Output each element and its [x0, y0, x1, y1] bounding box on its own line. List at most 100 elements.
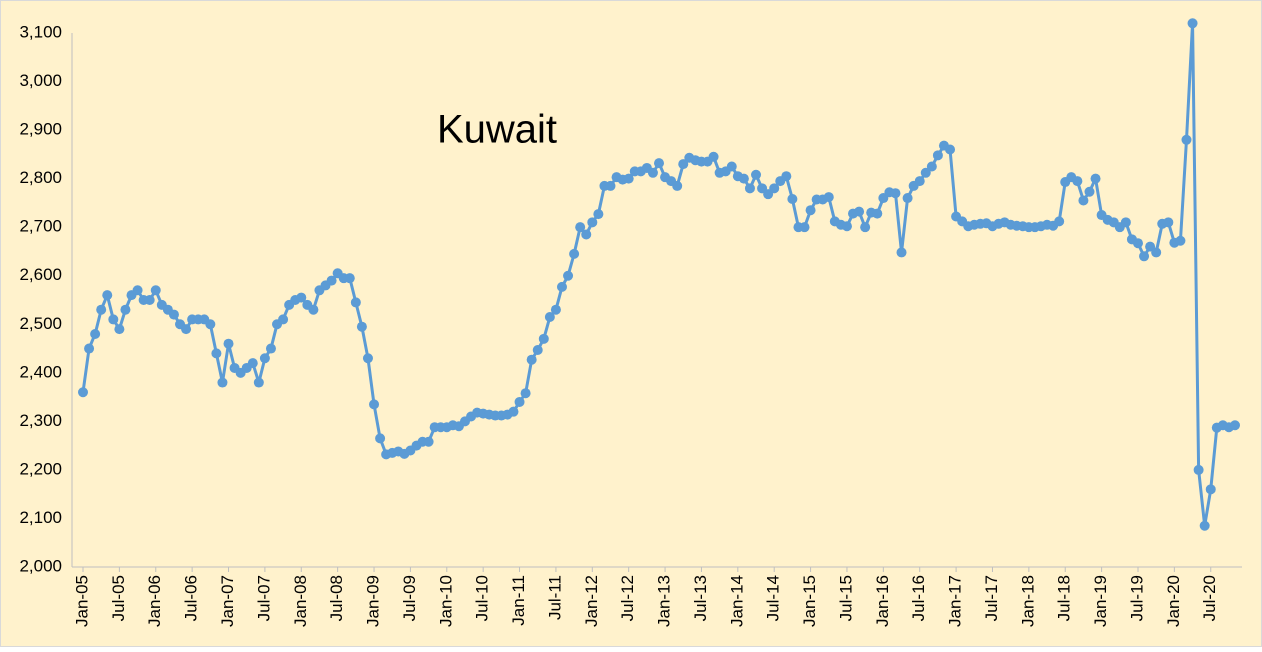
- data-point: [1078, 195, 1089, 206]
- data-point: [654, 158, 664, 169]
- x-tick-label: Jul-10: [473, 575, 492, 621]
- data-point: [108, 314, 119, 325]
- data-point: [326, 275, 337, 286]
- data-point: [181, 324, 192, 335]
- x-tick-label: Jan-08: [291, 575, 310, 627]
- data-point: [362, 353, 373, 364]
- x-tick-label: Jan-13: [655, 575, 674, 627]
- x-tick-label: Jan-06: [145, 575, 164, 627]
- data-point: [726, 161, 737, 172]
- data-point: [278, 314, 289, 325]
- data-point: [550, 304, 561, 315]
- x-tick-label: Jan-15: [800, 575, 819, 627]
- x-tick-label: Jul-05: [109, 575, 128, 621]
- x-tick-label: Jul-14: [764, 575, 783, 621]
- x-tick-label: Jul-19: [1127, 575, 1146, 621]
- y-tick-label: 2,300: [19, 411, 62, 430]
- data-point: [799, 222, 810, 233]
- data-point: [1054, 216, 1065, 227]
- data-point: [1181, 134, 1192, 145]
- x-tick-label: Jul-15: [836, 575, 855, 621]
- data-point: [120, 304, 131, 315]
- data-point: [932, 150, 943, 161]
- data-point: [1084, 186, 1095, 197]
- x-tick-label: Jan-19: [1091, 575, 1110, 627]
- data-point: [581, 229, 592, 240]
- data-point: [1139, 251, 1150, 262]
- data-point: [296, 292, 307, 303]
- data-point: [623, 173, 634, 184]
- data-point: [920, 167, 931, 178]
- x-tick-label: Jul-09: [400, 575, 419, 621]
- data-point: [593, 209, 604, 220]
- data-point: [854, 206, 865, 217]
- data-point: [678, 159, 689, 170]
- data-point: [132, 285, 143, 296]
- chart-title: Kuwait: [437, 108, 557, 152]
- data-point: [168, 309, 179, 320]
- data-point: [84, 343, 95, 354]
- data-point: [587, 217, 598, 228]
- x-tick-label: Jul-16: [909, 575, 928, 621]
- data-point: [569, 248, 580, 259]
- data-point: [575, 222, 586, 233]
- data-point: [253, 377, 264, 388]
- y-tick-label: 2,400: [19, 362, 62, 381]
- data-point: [369, 399, 380, 410]
- data-point: [96, 304, 107, 315]
- data-point: [308, 304, 319, 315]
- data-point: [926, 161, 937, 172]
- data-point: [1193, 464, 1204, 475]
- data-point: [1120, 217, 1131, 228]
- x-tick-label: Jan-18: [1018, 575, 1037, 627]
- data-point: [538, 333, 549, 344]
- data-point: [356, 321, 367, 332]
- data-point: [205, 319, 216, 330]
- x-tick-label: Jul-17: [982, 575, 1001, 621]
- data-point: [375, 433, 386, 444]
- x-tick-label: Jul-12: [618, 575, 637, 621]
- x-tick-label: Jul-11: [545, 575, 564, 620]
- data-point: [872, 208, 883, 219]
- y-tick-label: 2,700: [19, 217, 62, 236]
- y-tick-label: 2,900: [19, 120, 62, 139]
- data-point: [890, 188, 901, 199]
- y-tick-label: 2,100: [19, 508, 62, 527]
- x-tick-label: Jan-14: [727, 575, 746, 627]
- data-point: [514, 396, 525, 407]
- data-point: [1175, 235, 1186, 246]
- data-point: [423, 436, 434, 447]
- data-point: [344, 273, 355, 284]
- data-point: [805, 205, 816, 216]
- data-point: [520, 388, 531, 399]
- data-point: [144, 295, 155, 305]
- data-point: [78, 387, 88, 398]
- data-point: [150, 285, 161, 296]
- x-tick-label: Jul-13: [691, 575, 710, 621]
- y-tick-label: 3,000: [19, 71, 62, 90]
- data-point: [217, 377, 228, 388]
- x-tick-label: Jan-16: [873, 575, 892, 627]
- data-point: [751, 169, 762, 180]
- data-point: [211, 348, 222, 359]
- y-tick-label: 2,000: [19, 556, 62, 575]
- data-point: [769, 183, 780, 194]
- data-point: [708, 151, 719, 162]
- data-point: [914, 176, 925, 187]
- data-point: [1090, 173, 1101, 184]
- data-point: [544, 311, 555, 322]
- data-point: [114, 324, 125, 335]
- x-tick-label: Jul-18: [1055, 575, 1074, 621]
- data-point: [508, 406, 519, 417]
- x-tick-label: Jan-09: [364, 575, 383, 627]
- data-point: [1199, 520, 1210, 531]
- data-point: [247, 358, 258, 369]
- x-tick-label: Jul-06: [182, 575, 201, 621]
- data-point: [647, 167, 658, 178]
- x-tick-label: Jan-05: [72, 575, 91, 627]
- data-point: [1072, 176, 1083, 187]
- data-point: [526, 354, 537, 365]
- data-point: [563, 270, 574, 281]
- data-point: [1205, 484, 1216, 495]
- data-point: [781, 171, 792, 182]
